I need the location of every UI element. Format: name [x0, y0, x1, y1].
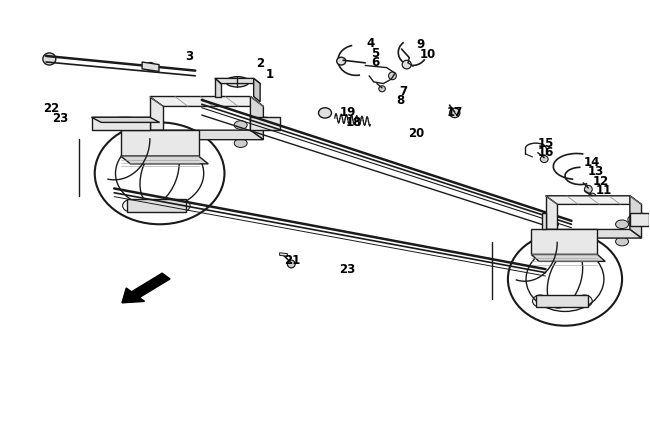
- Polygon shape: [92, 117, 150, 130]
- Text: 9: 9: [417, 38, 425, 51]
- Text: 21: 21: [285, 254, 301, 267]
- Text: 4: 4: [367, 37, 374, 50]
- Polygon shape: [150, 130, 263, 140]
- Text: 1: 1: [266, 68, 274, 81]
- Ellipse shape: [545, 237, 558, 246]
- Polygon shape: [142, 62, 159, 71]
- Text: 22: 22: [43, 102, 59, 115]
- Polygon shape: [630, 196, 642, 238]
- Ellipse shape: [150, 139, 163, 148]
- Polygon shape: [531, 255, 605, 262]
- Ellipse shape: [146, 62, 155, 71]
- Text: 8: 8: [396, 94, 404, 107]
- Text: 5: 5: [371, 47, 380, 60]
- Ellipse shape: [540, 155, 548, 162]
- Polygon shape: [542, 213, 545, 229]
- Ellipse shape: [616, 220, 629, 229]
- Ellipse shape: [450, 108, 460, 118]
- Polygon shape: [92, 117, 160, 123]
- Polygon shape: [630, 213, 649, 226]
- Polygon shape: [536, 295, 588, 307]
- Polygon shape: [531, 229, 597, 255]
- Text: 23: 23: [52, 112, 68, 125]
- Ellipse shape: [234, 121, 247, 129]
- Text: 15: 15: [538, 137, 554, 150]
- Polygon shape: [121, 130, 198, 156]
- Polygon shape: [127, 199, 185, 212]
- Text: 17: 17: [447, 106, 463, 119]
- Text: 23: 23: [339, 263, 356, 276]
- Ellipse shape: [337, 57, 346, 65]
- Polygon shape: [150, 97, 263, 107]
- Ellipse shape: [318, 108, 332, 118]
- Polygon shape: [150, 97, 163, 130]
- Ellipse shape: [616, 237, 629, 246]
- FancyArrow shape: [122, 273, 170, 303]
- Polygon shape: [121, 156, 208, 164]
- Ellipse shape: [584, 185, 592, 193]
- Ellipse shape: [226, 77, 249, 87]
- Text: 7: 7: [398, 85, 407, 98]
- Text: 12: 12: [593, 174, 609, 187]
- Text: 6: 6: [371, 56, 380, 69]
- Text: 2: 2: [256, 57, 264, 70]
- Ellipse shape: [389, 72, 396, 80]
- Text: 11: 11: [596, 184, 612, 197]
- Text: 16: 16: [538, 146, 554, 159]
- Text: 20: 20: [408, 127, 424, 140]
- Polygon shape: [214, 78, 221, 97]
- Text: 10: 10: [419, 48, 436, 61]
- Text: 13: 13: [588, 165, 604, 178]
- Ellipse shape: [379, 86, 385, 92]
- Text: 18: 18: [346, 116, 363, 129]
- Text: 14: 14: [584, 155, 601, 168]
- Polygon shape: [545, 196, 642, 204]
- Polygon shape: [545, 229, 642, 238]
- Polygon shape: [250, 117, 280, 130]
- Ellipse shape: [287, 260, 295, 268]
- Polygon shape: [545, 196, 557, 229]
- Ellipse shape: [150, 121, 163, 129]
- Polygon shape: [254, 78, 260, 102]
- Text: 3: 3: [185, 50, 193, 63]
- Ellipse shape: [234, 139, 247, 148]
- Polygon shape: [280, 253, 287, 256]
- Polygon shape: [214, 78, 260, 84]
- Ellipse shape: [99, 117, 151, 130]
- Ellipse shape: [545, 220, 558, 229]
- Polygon shape: [250, 97, 263, 140]
- Text: 19: 19: [340, 107, 357, 120]
- Ellipse shape: [402, 60, 411, 69]
- Ellipse shape: [43, 53, 56, 65]
- Ellipse shape: [588, 193, 596, 200]
